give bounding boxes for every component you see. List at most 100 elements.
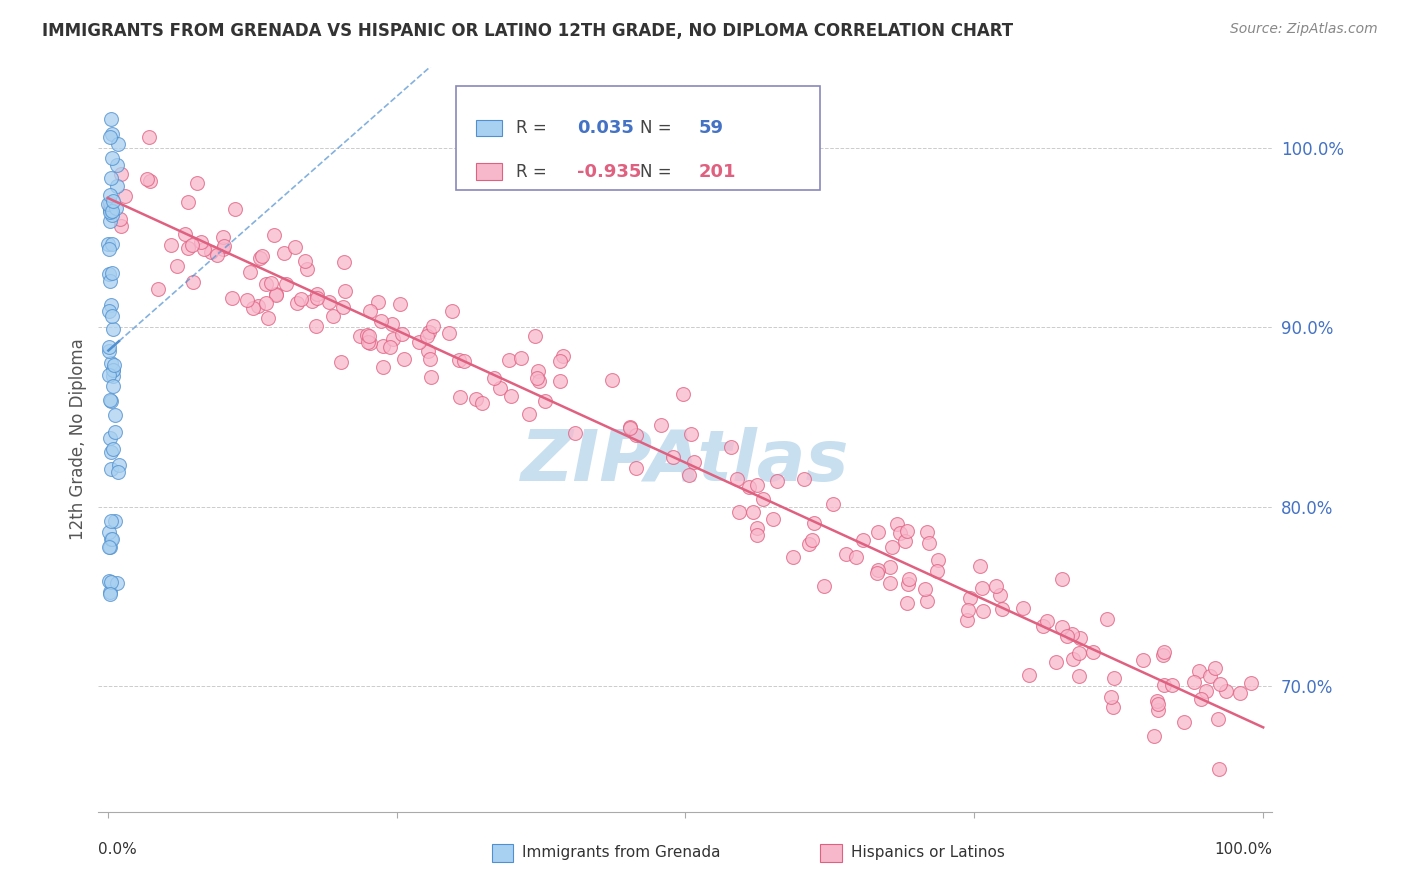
Point — [101, 309, 124, 323]
Point — [523, 328, 546, 343]
Point — [866, 524, 889, 539]
Point — [889, 526, 911, 541]
Point — [382, 332, 405, 346]
Point — [135, 172, 157, 186]
Point — [101, 379, 124, 393]
Point — [239, 265, 262, 279]
Text: R =: R = — [516, 119, 553, 137]
Point — [986, 579, 1008, 593]
Point — [371, 339, 394, 353]
Point — [100, 129, 122, 144]
Point — [370, 314, 392, 328]
Point — [114, 189, 136, 203]
Point — [100, 514, 122, 528]
Point — [1209, 676, 1232, 690]
Point — [100, 532, 122, 546]
Point — [100, 208, 122, 222]
Point — [624, 428, 647, 442]
Point — [101, 322, 124, 336]
Point — [553, 349, 575, 363]
Point — [108, 458, 131, 473]
Point — [318, 295, 340, 310]
Point — [741, 504, 763, 518]
Point — [600, 373, 623, 387]
Text: ZIPAtlas: ZIPAtlas — [522, 427, 849, 496]
Point — [100, 127, 122, 141]
Point — [284, 239, 307, 253]
Point — [762, 512, 785, 526]
Point — [98, 267, 121, 281]
Point — [98, 431, 121, 445]
Point — [1189, 692, 1212, 706]
Point — [98, 196, 121, 211]
Point — [766, 474, 789, 488]
Bar — [492, 844, 513, 862]
Point — [1101, 699, 1123, 714]
Point — [1146, 703, 1168, 717]
Point — [183, 276, 205, 290]
Point — [1153, 645, 1175, 659]
Point — [1032, 619, 1054, 633]
Point — [332, 300, 354, 314]
Point — [98, 368, 121, 382]
FancyBboxPatch shape — [457, 86, 821, 190]
Point — [139, 174, 162, 188]
Point — [371, 359, 394, 374]
Point — [1188, 664, 1211, 678]
Point — [447, 353, 470, 368]
Point — [98, 187, 121, 202]
Point — [97, 237, 120, 252]
Point — [1199, 669, 1222, 683]
Point — [98, 205, 121, 219]
Point — [737, 480, 759, 494]
Point — [619, 421, 641, 435]
Point — [290, 292, 312, 306]
Point — [212, 230, 235, 244]
Point — [236, 293, 259, 307]
Point — [101, 363, 124, 377]
Point — [893, 533, 915, 548]
Point — [305, 291, 328, 305]
Point — [98, 339, 121, 353]
Point — [671, 387, 693, 401]
Point — [1161, 678, 1184, 692]
Point — [896, 524, 918, 538]
Point — [101, 204, 124, 219]
Text: 201: 201 — [699, 162, 735, 180]
Point — [914, 582, 936, 596]
Point — [212, 238, 235, 252]
Point — [957, 603, 980, 617]
Point — [1173, 715, 1195, 730]
Point — [988, 588, 1011, 602]
Point — [747, 477, 769, 491]
Point — [1083, 645, 1105, 659]
Text: N =: N = — [640, 162, 676, 180]
Point — [797, 537, 820, 551]
Bar — [821, 844, 842, 862]
Point — [534, 393, 557, 408]
Point — [98, 203, 121, 218]
Point — [925, 564, 948, 578]
Point — [527, 374, 550, 388]
Point — [972, 603, 994, 617]
Point — [991, 602, 1014, 616]
Point — [101, 236, 124, 251]
Point — [104, 425, 127, 440]
Point — [728, 505, 751, 519]
Text: IMMIGRANTS FROM GRENADA VS HISPANIC OR LATINO 12TH GRADE, NO DIPLOMA CORRELATION: IMMIGRANTS FROM GRENADA VS HISPANIC OR L… — [42, 22, 1014, 40]
Point — [101, 362, 124, 376]
Point — [416, 343, 439, 358]
Point — [408, 335, 430, 350]
Point — [305, 287, 328, 301]
Point — [105, 201, 128, 215]
Point — [330, 355, 353, 369]
Point — [681, 427, 703, 442]
Point — [97, 304, 120, 318]
Point — [322, 310, 344, 324]
Point — [173, 227, 195, 242]
Point — [527, 363, 550, 377]
Bar — [477, 120, 502, 136]
Point — [720, 440, 742, 454]
Point — [349, 328, 371, 343]
Point — [159, 238, 181, 252]
